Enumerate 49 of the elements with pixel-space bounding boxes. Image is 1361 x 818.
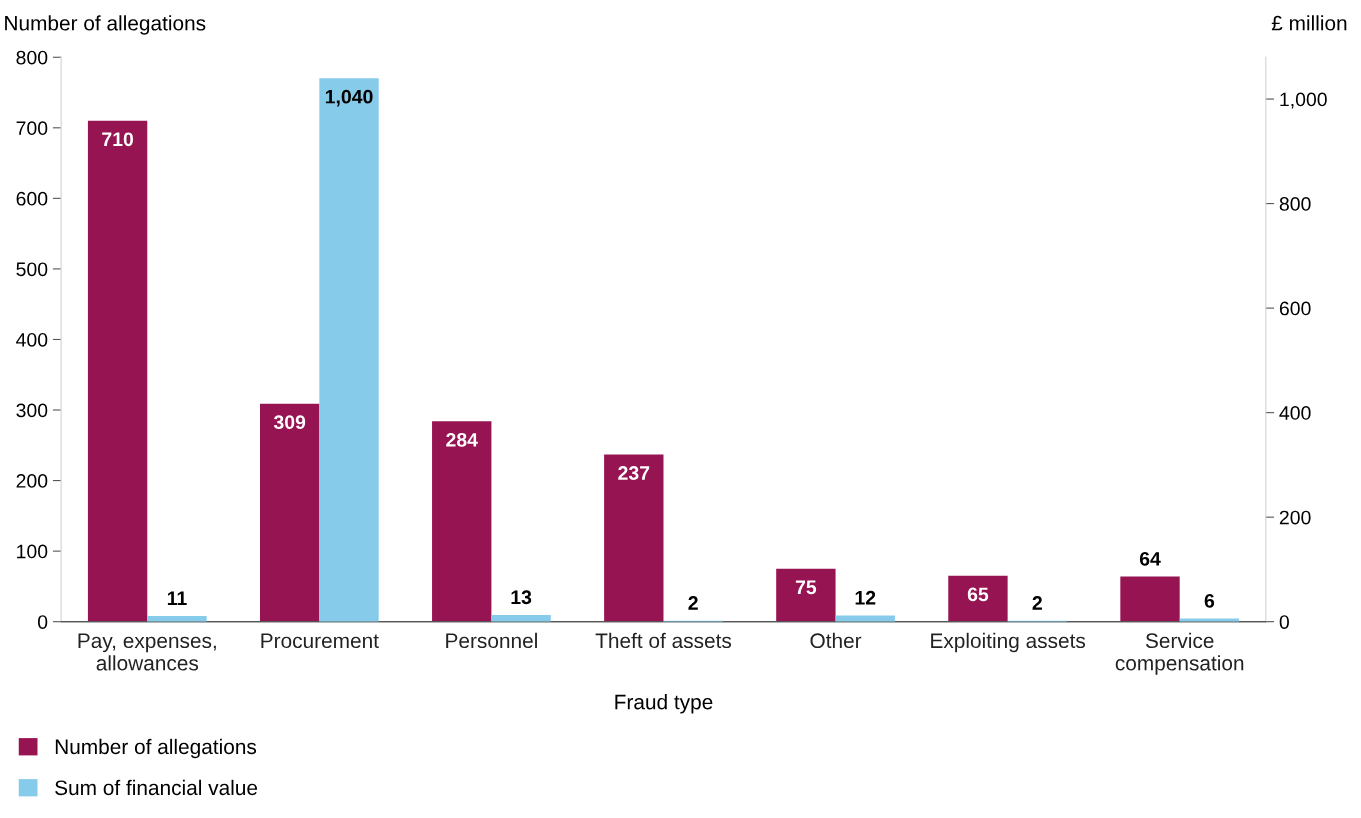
bar xyxy=(1120,576,1180,622)
y-tick-label: 400 xyxy=(16,332,48,347)
data-label: 2 xyxy=(1032,596,1042,610)
data-label: 1,040 xyxy=(325,89,373,107)
bar xyxy=(776,568,836,622)
data-label: 2 xyxy=(688,596,698,610)
bar xyxy=(948,575,1008,622)
data-label: 64 xyxy=(1139,551,1161,566)
data-label: 710 xyxy=(102,132,134,147)
data-label: 12 xyxy=(855,590,876,605)
bar xyxy=(835,615,895,622)
y2-tick-label: 600 xyxy=(1279,301,1311,316)
data-label: 11 xyxy=(167,591,187,605)
y2-tick-label: 200 xyxy=(1279,510,1311,525)
data-label: 284 xyxy=(446,432,478,447)
data-label: 237 xyxy=(618,466,650,480)
x-tick-label: Exploiting assets xyxy=(931,632,1086,653)
x-tick-label: Pay, expenses, allowances xyxy=(78,633,216,671)
data-label: 65 xyxy=(967,587,989,602)
y2-tick-label: 400 xyxy=(1279,406,1311,420)
data-label: 309 xyxy=(273,415,306,430)
y-tick-label: 0 xyxy=(38,615,48,629)
y-tick-label: 200 xyxy=(16,474,48,488)
y2-tick-label: 1,000 xyxy=(1280,92,1327,109)
legend-label: Number of allegations xyxy=(55,738,257,759)
x-tick-label: Procurement xyxy=(261,633,379,649)
y-tick-label: 500 xyxy=(16,262,48,277)
y-tick-label: 700 xyxy=(16,121,48,136)
y-tick-label: 600 xyxy=(16,191,48,206)
y-tick-label: 100 xyxy=(17,544,48,559)
y-tick-label: 800 xyxy=(16,50,48,65)
bar xyxy=(87,120,148,622)
x-tick-label: Service compensation xyxy=(1115,632,1244,675)
x-tick-label: Personnel xyxy=(446,632,537,649)
x-tick-label: Theft of assets xyxy=(595,632,732,649)
y2-tick-label: 800 xyxy=(1279,197,1311,211)
y2-tick-label: 0 xyxy=(1279,615,1289,629)
x-tick-label: Other xyxy=(810,632,862,649)
bar xyxy=(604,454,664,622)
y-axis-title: Number of allegations xyxy=(5,15,206,35)
data-label: 6 xyxy=(1204,593,1215,608)
data-label: 75 xyxy=(795,580,817,595)
legend-label: Sum of financial value xyxy=(55,779,258,796)
y-tick-label: 300 xyxy=(16,403,48,418)
bar xyxy=(319,78,379,622)
data-label: 13 xyxy=(511,590,532,605)
bar xyxy=(432,421,492,622)
x-axis-title: Fraud type xyxy=(615,694,713,714)
y2-axis-title: £ million xyxy=(1271,15,1347,31)
